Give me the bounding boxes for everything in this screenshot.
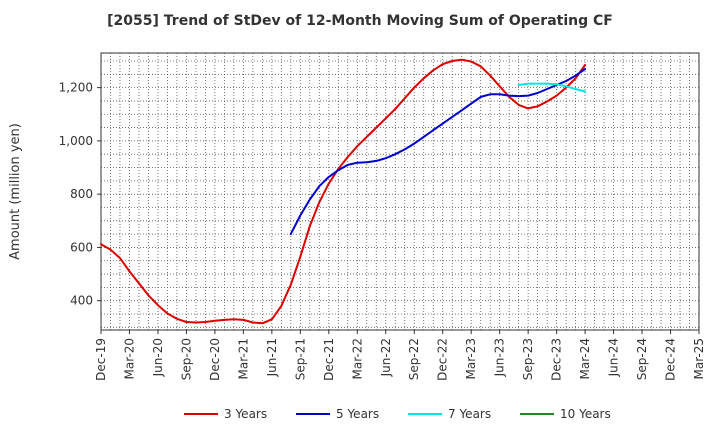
x-tick-label: Jun-20 — [151, 338, 165, 377]
y-tick-label: 600 — [70, 240, 93, 254]
series-line-7-years — [517, 82, 587, 93]
x-tick-label: Dec-21 — [322, 338, 336, 381]
x-tick-label: Jun-21 — [265, 338, 279, 377]
x-tick-label: Jun-24 — [607, 338, 621, 377]
y-tick-label: 1,000 — [59, 134, 93, 148]
series-line-5-years — [289, 68, 587, 236]
x-tick-label: Mar-20 — [122, 338, 136, 379]
x-tick-label: Jun-22 — [379, 338, 393, 377]
legend-item: 7 Years — [408, 407, 491, 421]
x-tick-label: Mar-23 — [464, 338, 478, 379]
x-tick-label: Sep-23 — [521, 338, 535, 380]
series-line-3-years — [100, 58, 587, 325]
y-tick-label: 800 — [70, 187, 93, 201]
x-tick-label: Sep-21 — [293, 338, 307, 380]
y-tick-label: 1,200 — [59, 81, 93, 95]
x-tick-label: Dec-24 — [664, 338, 678, 381]
series-layer — [100, 58, 587, 325]
legend-label: 3 Years — [224, 407, 267, 421]
x-tick-label: Mar-21 — [236, 338, 250, 379]
x-tick-label: Sep-22 — [407, 338, 421, 380]
legend: 3 Years 5 Years 7 Years 10 Years — [184, 407, 611, 421]
x-tick-label: Mar-22 — [350, 338, 364, 379]
x-tick-label: Sep-24 — [635, 338, 649, 380]
legend-item: 5 Years — [296, 407, 379, 421]
x-tick-label: Mar-24 — [578, 338, 592, 379]
x-tick-label: Mar-25 — [692, 338, 706, 379]
plot-frame — [100, 52, 700, 331]
chart-title: [2055] Trend of StDev of 12-Month Moving… — [107, 13, 613, 29]
y-axis-title: Amount (million yen) — [8, 123, 23, 260]
plot-area — [101, 53, 699, 330]
x-tick-label: Jun-23 — [493, 338, 507, 377]
legend-label: 5 Years — [336, 407, 379, 421]
x-tick-label: Dec-23 — [550, 338, 564, 381]
x-tick-label: Dec-22 — [436, 338, 450, 381]
x-tick-label: Dec-19 — [94, 338, 108, 381]
legend-label: 10 Years — [560, 407, 611, 421]
legend-label: 7 Years — [448, 407, 491, 421]
x-tick-label: Dec-20 — [208, 338, 222, 381]
x-tick-label: Sep-20 — [179, 338, 193, 380]
grid-layer — [100, 53, 700, 330]
y-tick-label: 400 — [70, 294, 93, 308]
legend-item: 3 Years — [184, 407, 267, 421]
legend-item: 10 Years — [520, 407, 611, 421]
axis-layer: 400 600 800 1,000 1,200 Dec-19 Mar-20 Jun-20 Sep… — [8, 52, 706, 381]
